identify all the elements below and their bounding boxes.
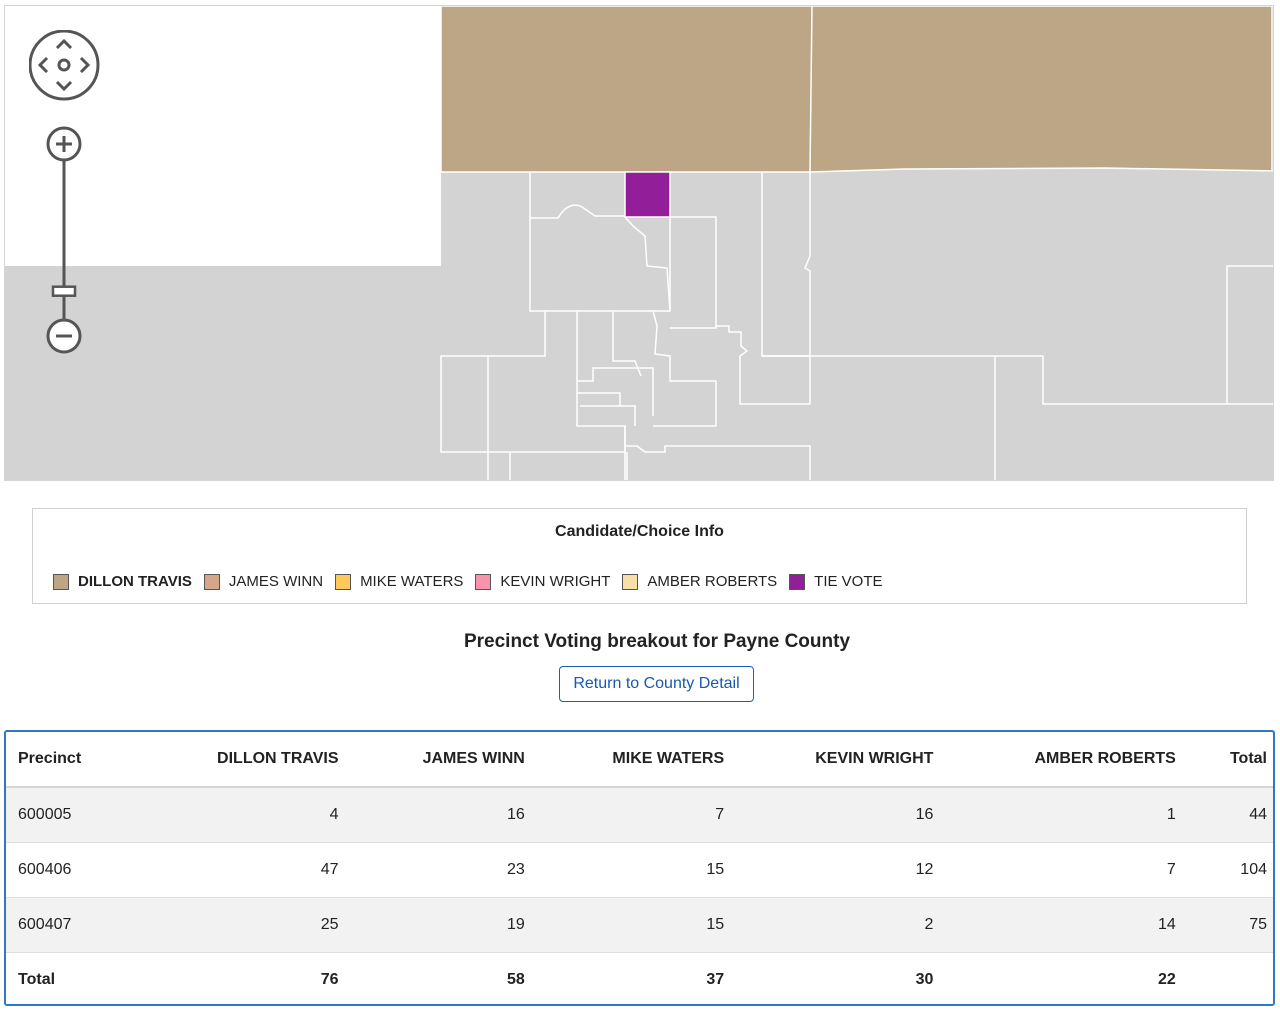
breakout-title: Precinct Voting breakout for Payne Count… [463, 631, 851, 652]
vote-cell: 12 [730, 842, 940, 898]
legend-item: DILLON TRAVIS [53, 573, 192, 590]
table-row: 600005 4 16 7 16 1 44 [6, 787, 1273, 843]
table-row: 600406 47 23 15 12 7 104 [6, 842, 1273, 898]
return-to-county-button[interactable]: Return to County Detail [559, 666, 754, 702]
column-header[interactable]: DILLON TRAVIS [136, 732, 345, 788]
legend-label: TIE VOTE [814, 573, 883, 590]
zoom-in-icon[interactable] [46, 126, 82, 162]
column-header[interactable]: KEVIN WRIGHT [730, 732, 940, 788]
legend-title: Candidate/Choice Info [555, 523, 724, 540]
map-controls [29, 30, 100, 354]
results-table-container: Precinct DILLON TRAVIS JAMES WINN MIKE WATE… [4, 730, 1275, 1006]
precinct-cell: 600407 [6, 897, 137, 953]
zoom-slider-handle[interactable] [51, 285, 77, 297]
legend-swatch [53, 573, 69, 590]
vote-cell: 14 [939, 897, 1182, 953]
column-header[interactable]: AMBER ROBERTS [939, 732, 1182, 788]
total-cell: 37 [530, 952, 731, 1004]
pan-control[interactable] [29, 30, 100, 101]
legend-label: KEVIN WRIGHT [500, 573, 611, 590]
legend-item: TIE VOTE [789, 573, 883, 590]
pan-up-icon[interactable] [55, 38, 73, 50]
vote-cell: 75 [1181, 897, 1273, 953]
vote-cell: 47 [136, 842, 345, 898]
legend-items: DILLON TRAVIS JAMES WINN MIKE WATERS KEVIN … [53, 573, 895, 590]
pan-left-icon[interactable] [37, 56, 49, 74]
vote-cell: 16 [730, 787, 940, 843]
table-header-row: Precinct DILLON TRAVIS JAMES WINN MIKE WATE… [6, 732, 1273, 788]
legend-item: KEVIN WRIGHT [475, 573, 610, 590]
legend-swatch [789, 573, 806, 590]
legend-item: MIKE WATERS [335, 573, 463, 590]
table-body: 600005 4 16 7 16 1 44 600406 47 23 15 12 7 104 600407 2… [6, 787, 1273, 953]
total-cell: 30 [730, 952, 940, 1004]
table-total-row: Total 76 58 37 30 22 [6, 952, 1273, 1004]
pan-right-icon[interactable] [79, 56, 91, 74]
vote-cell: 15 [530, 842, 731, 898]
precinct-cell: 600005 [6, 787, 137, 843]
legend-swatch [203, 573, 220, 590]
legend-item: AMBER ROBERTS [622, 573, 777, 590]
legend-label: JAMES WINN [228, 573, 324, 590]
vote-cell: 1 [939, 787, 1182, 843]
region-dillon-travis[interactable] [440, 6, 1274, 173]
column-header[interactable]: MIKE WATERS [530, 732, 731, 788]
precinct-cell: 600406 [6, 842, 137, 898]
total-cell: 22 [939, 952, 1182, 1004]
column-header[interactable]: Precinct [6, 732, 137, 788]
region-boundary [809, 6, 813, 173]
legend-label: MIKE WATERS [360, 573, 464, 590]
results-table: Precinct DILLON TRAVIS JAMES WINN MIKE WATE… [6, 732, 1273, 1004]
vote-cell: 25 [136, 897, 345, 953]
vote-cell: 19 [344, 897, 531, 953]
total-label-cell: Total [6, 952, 137, 1004]
vote-cell: 23 [344, 842, 531, 898]
precinct-boundaries [440, 172, 1273, 480]
legend-swatch [622, 573, 639, 590]
precinct-map[interactable] [4, 5, 1274, 481]
vote-cell: 7 [530, 787, 731, 843]
vote-cell: 104 [1181, 842, 1273, 898]
vote-cell: 16 [344, 787, 531, 843]
vote-cell: 2 [730, 897, 940, 953]
legend-item: JAMES WINN [203, 573, 324, 590]
legend-label: AMBER ROBERTS [647, 573, 778, 590]
legend: Candidate/Choice Info DILLON TRAVIS JAMES… [32, 508, 1247, 604]
column-header[interactable]: Total [1181, 732, 1273, 788]
vote-cell: 15 [530, 897, 731, 953]
legend-swatch [335, 573, 352, 590]
total-cell: 58 [344, 952, 531, 1004]
vote-cell: 4 [136, 787, 345, 843]
total-cell: 76 [136, 952, 345, 1004]
region-tie-vote[interactable] [624, 171, 671, 218]
legend-swatch [475, 573, 492, 590]
vote-cell: 44 [1181, 787, 1273, 843]
table-row: 600407 25 19 15 2 14 75 [6, 897, 1273, 953]
pan-down-icon[interactable] [55, 80, 73, 92]
zoom-out-icon[interactable] [46, 318, 82, 354]
vote-cell: 7 [939, 842, 1182, 898]
column-header[interactable]: JAMES WINN [344, 732, 531, 788]
total-cell [1181, 952, 1273, 1004]
map-canvas[interactable] [5, 6, 1274, 481]
legend-label: DILLON TRAVIS [78, 573, 192, 590]
